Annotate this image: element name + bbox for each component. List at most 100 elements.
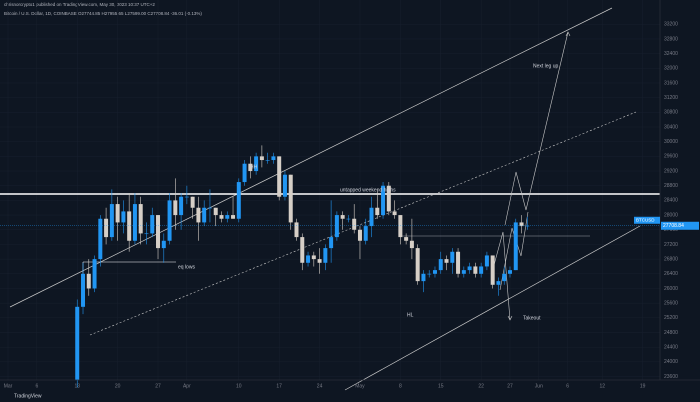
- candle-body: [75, 306, 80, 381]
- candle-body: [467, 266, 472, 271]
- candle-body: [161, 240, 166, 249]
- candle-body: [190, 196, 195, 208]
- candle-body: [409, 240, 414, 249]
- candle-body: [231, 215, 236, 219]
- y-tick-label: 24400: [664, 345, 678, 351]
- candle-body: [404, 237, 409, 241]
- candle-body: [369, 207, 374, 227]
- candle-body: [104, 218, 109, 238]
- x-tick-label: 10: [236, 383, 242, 389]
- candle-body: [196, 207, 201, 223]
- annotation: untapped weekend highs: [340, 187, 396, 193]
- candle-body: [427, 273, 432, 275]
- x-tick-label: 27: [507, 383, 513, 389]
- y-tick-label: 28000: [664, 212, 678, 218]
- y-tick-label: 26800: [664, 256, 678, 262]
- y-tick-label: 32800: [664, 36, 678, 42]
- annotation: Next leg up: [533, 63, 559, 69]
- y-tick-label: 32000: [664, 66, 678, 72]
- x-tick-label: 19: [640, 383, 646, 389]
- annotation: eq lows: [178, 264, 195, 270]
- candle-body: [513, 222, 518, 271]
- candle-body: [444, 259, 449, 263]
- candle-body: [167, 200, 172, 241]
- candle-body: [329, 237, 334, 249]
- candles: [75, 145, 530, 388]
- price-tag: 27708.84: [663, 223, 684, 229]
- candle-body: [265, 160, 270, 161]
- candle-body: [375, 207, 380, 216]
- candle-body: [323, 248, 328, 263]
- y-tick-label: 25600: [664, 300, 678, 306]
- y-tick-label: 25200: [664, 315, 678, 321]
- candle-body: [277, 156, 282, 197]
- y-tick-label: 29600: [664, 154, 678, 160]
- y-tick-label: 28800: [664, 183, 678, 189]
- candle-body: [438, 259, 443, 271]
- y-tick-label: 26400: [664, 271, 678, 277]
- candle-body: [86, 273, 91, 289]
- candle-body: [282, 174, 287, 197]
- axes: 23600 24000 24400 24800 25200 25600 26000 26400…: [0, 22, 699, 389]
- x-tick-label: 22: [478, 383, 484, 389]
- annotation: Takeout: [523, 315, 541, 321]
- candle-body: [496, 281, 501, 285]
- y-tick-label: 30800: [664, 110, 678, 116]
- candle-body: [479, 266, 484, 274]
- candle-body: [473, 266, 478, 274]
- candle-body: [98, 218, 103, 260]
- candle-body: [421, 273, 426, 282]
- candle-body: [432, 270, 437, 274]
- candle-body: [248, 163, 253, 172]
- x-tick-label: May: [355, 383, 365, 389]
- candle-body: [92, 259, 97, 289]
- candle-body: [386, 185, 391, 212]
- candle-body: [381, 185, 386, 216]
- candle-body: [300, 237, 305, 263]
- candle-body: [254, 156, 259, 172]
- channel-lower: [344, 225, 641, 391]
- candle-body: [259, 156, 264, 161]
- x-tick-label: 20: [115, 383, 121, 389]
- candle-body: [207, 207, 212, 209]
- y-tick-label: 27600: [664, 227, 678, 233]
- x-tick-label: Jun: [535, 383, 543, 389]
- y-tick-label: 24000: [664, 359, 678, 365]
- candle-body: [306, 255, 311, 263]
- candle-body: [242, 163, 247, 183]
- candle-body: [317, 259, 322, 263]
- candle-body: [334, 215, 339, 238]
- drawings: [0, 7, 660, 391]
- candle-body: [525, 225, 530, 227]
- candle-body: [363, 226, 368, 241]
- candle-body: [450, 251, 455, 263]
- candle-body: [456, 251, 461, 274]
- y-tick-label: 28400: [664, 198, 678, 204]
- candle-body: [352, 218, 357, 230]
- candle-body: [271, 156, 276, 161]
- x-tick-label: 6: [35, 383, 38, 389]
- candle-body: [109, 204, 114, 238]
- candle-body: [150, 215, 155, 234]
- candle-body: [156, 215, 161, 249]
- candle-body: [502, 273, 507, 282]
- x-tick-label: 13: [74, 383, 80, 389]
- y-tick-label: 23600: [664, 374, 678, 380]
- candle-body: [346, 218, 351, 220]
- candle-body: [519, 222, 524, 227]
- annotation: HL: [407, 312, 414, 318]
- candle-body: [121, 211, 126, 223]
- y-tick-label: 31200: [664, 95, 678, 101]
- x-tick-label: 17: [276, 383, 282, 389]
- arrow-path-3: [493, 231, 511, 321]
- candle-body: [357, 229, 362, 241]
- candle-body: [392, 211, 397, 216]
- y-tick-label: 30000: [664, 139, 678, 145]
- candle-body: [202, 207, 207, 223]
- candle-body: [398, 215, 403, 238]
- y-tick-label: 26000: [664, 286, 678, 292]
- candle-body: [236, 182, 241, 219]
- candle-body: [81, 273, 86, 307]
- candle-body: [173, 200, 178, 216]
